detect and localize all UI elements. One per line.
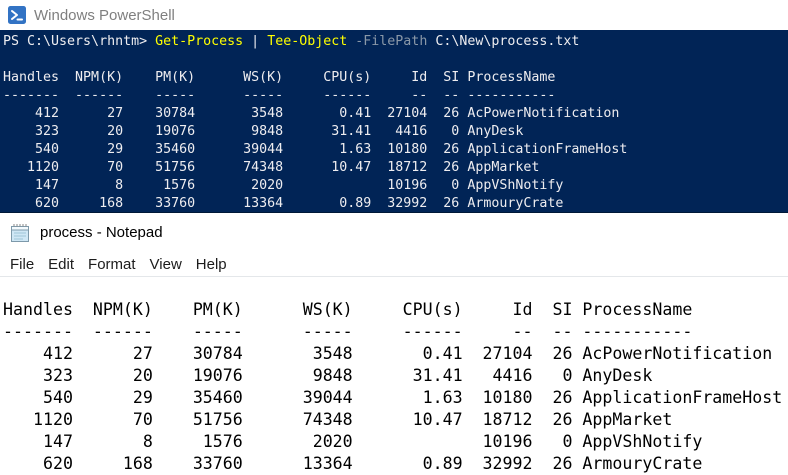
- parameter-filepath: -FilePath: [347, 34, 436, 49]
- powershell-icon: [8, 6, 26, 24]
- console-line: Handles NPM(K) PM(K) WS(K) CPU(s) Id SI …: [3, 70, 556, 85]
- console-line: 620 168 33760 13364 0.89 32992 26 Armour…: [3, 196, 564, 211]
- console-line: Handles NPM(K) PM(K) WS(K) CPU(s) Id SI …: [3, 300, 693, 319]
- powershell-console[interactable]: PS C:\Users\rhntm> Get-Process | Tee-Obj…: [0, 30, 788, 213]
- console-line: 1120 70 51756 74348 10.47 18712 26 AppMa…: [3, 410, 673, 429]
- notepad-icon: [9, 222, 31, 244]
- console-line: 323 20 19076 9848 31.41 4416 0 AnyDesk: [3, 124, 524, 139]
- console-line: [3, 277, 788, 299]
- console-line: ------- ------ ----- ----- ------ -- -- …: [3, 88, 556, 103]
- console-line: 323 20 19076 9848 31.41 4416 0 AnyDesk: [3, 366, 653, 385]
- console-line: ------- ------ ----- ----- ------ -- -- …: [3, 322, 693, 341]
- notepad-window: process - Notepad File Edit Format View …: [0, 213, 788, 474]
- cmdlet-tee-object: Tee-Object: [267, 34, 348, 49]
- console-line: 412 27 30784 3548 0.41 27104 26 AcPowerN…: [3, 106, 620, 121]
- notepad-text-area[interactable]: Handles NPM(K) PM(K) WS(K) CPU(s) Id SI …: [0, 277, 788, 474]
- blank-line: [3, 51, 788, 69]
- console-line: 147 8 1576 2020 10196 0 AppVShNotify: [3, 432, 703, 451]
- powershell-output-table: Handles NPM(K) PM(K) WS(K) CPU(s) Id SI …: [3, 69, 788, 212]
- menu-item-file[interactable]: File: [10, 255, 35, 273]
- console-line: 147 8 1576 2020 10196 0 AppVShNotify: [3, 178, 564, 193]
- menu-item-edit[interactable]: Edit: [48, 255, 75, 273]
- console-line: 1120 70 51756 74348 10.47 18712 26 AppMa…: [3, 160, 540, 175]
- powershell-window: Windows PowerShell PS C:\Users\rhntm> Ge…: [0, 0, 788, 213]
- menu-item-help[interactable]: Help: [195, 255, 227, 273]
- powershell-window-title: Windows PowerShell: [34, 6, 175, 24]
- pipe-operator: |: [243, 34, 268, 49]
- console-line: 412 27 30784 3548 0.41 27104 26 AcPowerN…: [3, 344, 773, 363]
- notepad-menubar: File Edit Format View Help: [0, 252, 788, 277]
- powershell-titlebar[interactable]: Windows PowerShell: [0, 0, 788, 30]
- prompt-text: PS C:\Users\rhntm>: [3, 34, 156, 49]
- console-line: 620 168 33760 13364 0.89 32992 26 Armour…: [3, 454, 703, 473]
- argument-filepath: C:\New\process.txt: [435, 34, 580, 49]
- menu-item-format[interactable]: Format: [88, 255, 136, 273]
- menu-item-view[interactable]: View: [149, 255, 182, 273]
- command-line: PS C:\Users\rhntm> Get-Process | Tee-Obj…: [3, 33, 788, 51]
- console-line: 540 29 35460 39044 1.63 10180 26 Applica…: [3, 142, 628, 157]
- notepad-window-title: process - Notepad: [40, 224, 163, 241]
- notepad-titlebar[interactable]: process - Notepad: [0, 213, 788, 252]
- cmdlet-get-process: Get-Process: [155, 34, 244, 49]
- console-line: 540 29 35460 39044 1.63 10180 26 Applica…: [3, 388, 783, 407]
